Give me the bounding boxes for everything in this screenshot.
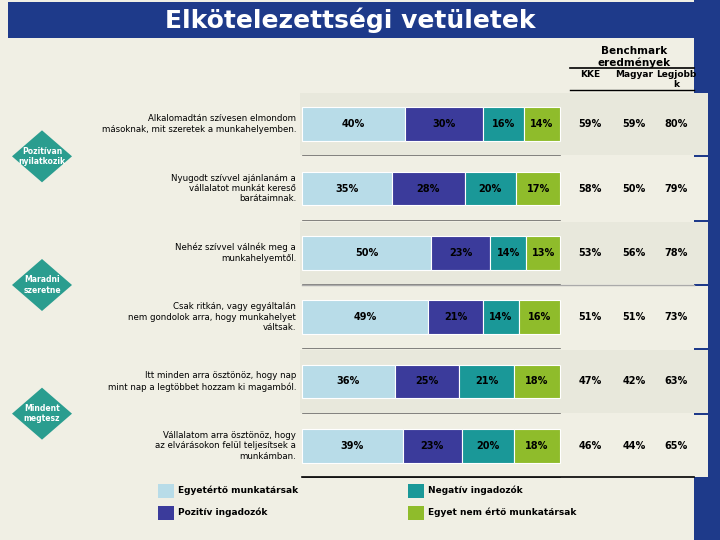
Text: Nyugodt szívvel ajánlanám a
vállalatot munkát kereső
barátaimnak.: Nyugodt szívvel ajánlanám a vállalatot m… (171, 173, 296, 204)
Text: 13%: 13% (531, 248, 555, 258)
FancyBboxPatch shape (300, 157, 708, 220)
Text: 49%: 49% (354, 312, 377, 322)
Text: 16%: 16% (492, 119, 515, 129)
Text: Legjobb
k: Legjobb k (656, 70, 696, 90)
Text: Mindent
megtesz: Mindent megtesz (24, 404, 60, 423)
Text: Pozitívan
nyilatkozik: Pozitívan nyilatkozik (19, 147, 66, 166)
FancyBboxPatch shape (300, 93, 708, 156)
Text: 53%: 53% (578, 248, 602, 258)
Text: 14%: 14% (489, 312, 513, 322)
Text: Benchmark
eredmények: Benchmark eredmények (598, 46, 670, 68)
Text: KKE: KKE (580, 70, 600, 79)
Text: 78%: 78% (665, 248, 688, 258)
FancyBboxPatch shape (302, 172, 392, 205)
FancyBboxPatch shape (408, 484, 424, 498)
Text: 25%: 25% (415, 376, 438, 387)
Text: 18%: 18% (525, 376, 549, 387)
Text: 50%: 50% (622, 184, 646, 193)
FancyBboxPatch shape (464, 172, 516, 205)
Text: 35%: 35% (336, 184, 359, 193)
Text: Maradni
szeretne: Maradni szeretne (23, 275, 60, 295)
FancyBboxPatch shape (405, 107, 482, 141)
FancyBboxPatch shape (428, 300, 482, 334)
Text: 65%: 65% (665, 441, 688, 451)
FancyBboxPatch shape (302, 236, 431, 269)
FancyBboxPatch shape (402, 429, 462, 463)
Text: 14%: 14% (497, 248, 520, 258)
Text: 46%: 46% (578, 441, 602, 451)
FancyBboxPatch shape (300, 415, 708, 477)
Text: 51%: 51% (578, 312, 602, 322)
FancyBboxPatch shape (302, 365, 395, 398)
FancyBboxPatch shape (302, 300, 428, 334)
FancyBboxPatch shape (395, 365, 459, 398)
Text: 23%: 23% (449, 248, 472, 258)
Text: 59%: 59% (578, 119, 602, 129)
Text: Egyetértő munkatársak: Egyetértő munkatársak (178, 485, 298, 495)
Text: Csak ritkán, vagy egyáltalán
nem gondolok arra, hogy munkahelyet
váltsak.: Csak ritkán, vagy egyáltalán nem gondolo… (128, 302, 296, 332)
FancyBboxPatch shape (392, 172, 464, 205)
Text: 18%: 18% (525, 441, 549, 451)
Text: Negatív ingadozók: Negatív ingadozók (428, 485, 523, 495)
Text: 20%: 20% (476, 441, 500, 451)
Text: 79%: 79% (665, 184, 688, 193)
Text: 59%: 59% (622, 119, 646, 129)
Text: 14%: 14% (531, 119, 554, 129)
FancyBboxPatch shape (431, 236, 490, 269)
FancyBboxPatch shape (482, 107, 524, 141)
Text: 20%: 20% (479, 184, 502, 193)
FancyBboxPatch shape (300, 221, 708, 284)
Text: 28%: 28% (417, 184, 440, 193)
Text: 23%: 23% (420, 441, 444, 451)
FancyBboxPatch shape (158, 484, 174, 498)
FancyBboxPatch shape (526, 236, 560, 269)
Text: 58%: 58% (578, 184, 602, 193)
Text: Nehéz szívvel válnék meg a
munkahelyemtől.: Nehéz szívvel válnék meg a munkahelyemtő… (175, 243, 296, 263)
FancyBboxPatch shape (482, 300, 518, 334)
Text: Pozitív ingadozók: Pozitív ingadozók (178, 507, 267, 517)
Text: 42%: 42% (622, 376, 646, 387)
FancyBboxPatch shape (158, 506, 174, 520)
Text: 21%: 21% (444, 312, 467, 322)
Text: 56%: 56% (622, 248, 646, 258)
Text: 47%: 47% (578, 376, 602, 387)
Text: Egyet nem értő munkatársak: Egyet nem értő munkatársak (428, 507, 577, 517)
Text: Vállalatom arra ösztönöz, hogy
az elvárásokon felül teljesítsek a
munkámban.: Vállalatom arra ösztönöz, hogy az elvárá… (155, 431, 296, 461)
Text: 17%: 17% (526, 184, 549, 193)
Polygon shape (12, 259, 72, 311)
FancyBboxPatch shape (490, 236, 526, 269)
FancyBboxPatch shape (518, 300, 560, 334)
Text: 63%: 63% (665, 376, 688, 387)
Text: 36%: 36% (337, 376, 360, 387)
FancyBboxPatch shape (8, 2, 694, 38)
Text: 51%: 51% (622, 312, 646, 322)
FancyBboxPatch shape (513, 429, 560, 463)
Text: 73%: 73% (665, 312, 688, 322)
FancyBboxPatch shape (462, 429, 513, 463)
Text: 44%: 44% (622, 441, 646, 451)
FancyBboxPatch shape (694, 0, 720, 540)
FancyBboxPatch shape (300, 350, 708, 413)
Text: Magyar: Magyar (615, 70, 653, 79)
Text: 16%: 16% (528, 312, 551, 322)
FancyBboxPatch shape (408, 506, 424, 520)
Text: 39%: 39% (341, 441, 364, 451)
Text: 21%: 21% (475, 376, 498, 387)
Text: Elkötelezettségi vetületek: Elkötelezettségi vetületek (165, 7, 535, 33)
FancyBboxPatch shape (459, 365, 513, 398)
Text: Itt minden arra ösztönöz, hogy nap
mint nap a legtöbbet hozzam ki magamból.: Itt minden arra ösztönöz, hogy nap mint … (107, 372, 296, 392)
FancyBboxPatch shape (516, 172, 560, 205)
FancyBboxPatch shape (302, 429, 402, 463)
Text: 30%: 30% (432, 119, 456, 129)
Text: 80%: 80% (665, 119, 688, 129)
FancyBboxPatch shape (300, 286, 708, 348)
Polygon shape (12, 388, 72, 440)
FancyBboxPatch shape (513, 365, 560, 398)
Text: 50%: 50% (355, 248, 378, 258)
FancyBboxPatch shape (302, 107, 405, 141)
Polygon shape (12, 130, 72, 183)
Text: 40%: 40% (342, 119, 365, 129)
FancyBboxPatch shape (524, 107, 560, 141)
Text: Alkalomadtán szívesen elmondom
másoknak, mit szeretek a munkahelyemben.: Alkalomadtán szívesen elmondom másoknak,… (102, 114, 296, 134)
